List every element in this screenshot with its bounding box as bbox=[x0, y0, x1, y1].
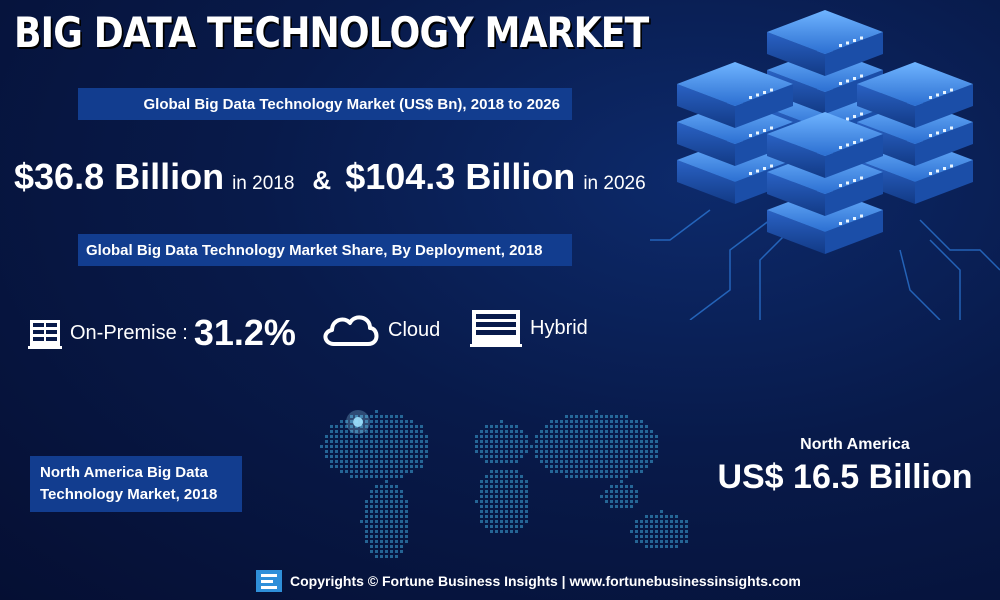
deployment-row: On-Premise : 31.2% Cloud Hybrid bbox=[28, 308, 588, 358]
server-rack-icon bbox=[28, 320, 62, 349]
north-america-title: North America bbox=[800, 436, 910, 453]
regional-banner: North America Big Data Technology Market… bbox=[30, 456, 242, 512]
cloud-icon bbox=[323, 315, 379, 346]
hybrid-item: Hybrid bbox=[470, 308, 588, 348]
on-premise-item: On-Premise : 31.2% bbox=[28, 312, 296, 354]
fortune-logo-icon bbox=[256, 570, 282, 592]
on-premise-label: On-Premise : bbox=[70, 321, 188, 344]
regional-banner-line1: North America Big Data bbox=[40, 464, 208, 481]
hybrid-label: Hybrid bbox=[530, 316, 588, 339]
north-america-value: US$ 16.5 Billion bbox=[717, 458, 973, 496]
north-america-block: North America US$ 16.5 Billion bbox=[700, 436, 990, 497]
on-premise-value: 31.2% bbox=[193, 312, 296, 353]
year-2026-label: in 2026 bbox=[583, 173, 646, 194]
regional-banner-line2: Technology Market, 2018 bbox=[40, 486, 218, 503]
page-title: BIG DATA TECHNOLOGY MARKET bbox=[14, 8, 649, 57]
footer-text: Copyrights © Fortune Business Insights |… bbox=[290, 573, 801, 589]
value-2018: $36.8 Billion bbox=[14, 156, 225, 197]
footer: Copyrights © Fortune Business Insights |… bbox=[256, 568, 801, 594]
deployment-share-banner: Global Big Data Technology Market Share,… bbox=[78, 234, 572, 266]
cloud-item: Cloud bbox=[320, 310, 440, 350]
hybrid-server-icon bbox=[470, 310, 522, 347]
value-2026: $104.3 Billion bbox=[345, 156, 576, 197]
market-value-row: $36.8 Billion in 2018 & $104.3 Billion i… bbox=[14, 156, 646, 198]
ampersand: & bbox=[312, 165, 332, 195]
server-stack-illustration bbox=[650, 10, 1000, 320]
world-map-illustration bbox=[320, 410, 688, 558]
cloud-label: Cloud bbox=[388, 318, 441, 341]
year-2018-label: in 2018 bbox=[232, 173, 295, 194]
market-size-banner: Global Big Data Technology Market (US$ B… bbox=[78, 88, 572, 120]
